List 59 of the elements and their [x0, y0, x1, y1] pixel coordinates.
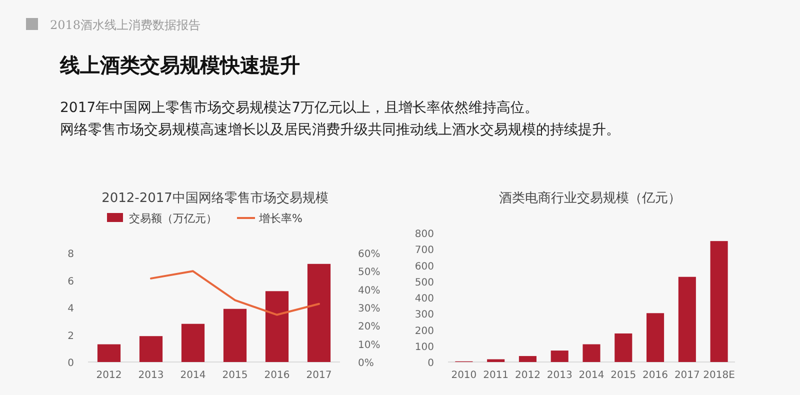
y2-tick-label: 0% [358, 358, 374, 369]
text: 2017年中国网上零售市场交易规模达7万亿元以上，且增长率依然维持高位。 [60, 100, 539, 116]
bar [710, 241, 728, 362]
text: 线上酒类交易规模快速提升 [59, 53, 300, 77]
y2-tick-label: 40% [358, 285, 380, 296]
y-tick-label: 0 [68, 358, 74, 369]
x-tick-label: 2012 [96, 370, 122, 381]
x-tick-label: 2017 [674, 370, 700, 381]
y-tick-label: 400 [414, 294, 434, 304]
y2-tick-label: 50% [358, 267, 380, 278]
y2-tick-label: 20% [358, 322, 380, 333]
line-series [150, 270, 320, 316]
bar [614, 333, 632, 362]
bar [518, 356, 536, 362]
y-tick-label: 4 [68, 304, 74, 314]
y-tick-label: 300 [414, 310, 434, 321]
chart-title: 2012-2017中国网络零售市场交易规模 [102, 190, 328, 206]
bar [265, 291, 289, 362]
y-tick-label: 0 [428, 358, 434, 369]
bar [139, 336, 163, 362]
x-tick-label: 2013 [546, 370, 572, 381]
y2-tick-label: 60% [358, 249, 380, 260]
bar [307, 264, 331, 362]
x-tick-label: 2012 [514, 370, 540, 381]
bar [678, 276, 696, 362]
x-tick-label: 2016 [642, 370, 668, 381]
y-tick-label: 600 [414, 261, 434, 272]
y-tick-label: 6 [68, 276, 74, 288]
x-tick-label: 2016 [264, 370, 290, 381]
y2-tick-label: 30% [358, 304, 380, 314]
bar [487, 359, 505, 362]
y-tick-label: 800 [414, 229, 434, 240]
bar [223, 308, 247, 362]
x-tick-label: 2013 [138, 370, 164, 381]
y2-tick-label: 10% [358, 340, 380, 351]
x-tick-label: 2014 [180, 370, 206, 381]
chart-title: 酒类电商行业交易规模（亿元） [499, 190, 681, 206]
legend-label: 交易额（万亿元） [129, 212, 217, 225]
y-tick-label: 100 [414, 342, 434, 353]
bar [550, 350, 568, 362]
x-tick-label: 2010 [451, 370, 477, 381]
bar [646, 313, 664, 362]
x-tick-label: 2018E [703, 370, 735, 381]
bar [97, 344, 121, 362]
x-tick-label: 2011 [483, 370, 509, 381]
text: 网络零售市场交易规模高速增长以及居民消费升级共同推动线上酒水交易规模的持续提升。 [60, 122, 620, 138]
x-tick-label: 2015 [222, 370, 248, 381]
y-tick-label: 500 [414, 277, 434, 288]
y-tick-label: 8 [68, 249, 74, 260]
bar [582, 344, 600, 362]
x-tick-label: 2014 [578, 370, 604, 381]
y-tick-label: 700 [414, 245, 434, 256]
bar [181, 324, 205, 362]
y-tick-label: 2 [68, 330, 74, 342]
text: 2018酒水线上消费数据报告 [50, 18, 201, 32]
y-tick-label: 200 [414, 326, 434, 337]
x-tick-label: 2015 [610, 370, 636, 381]
x-tick-label: 2017 [306, 370, 332, 381]
legend-label: 增长率% [258, 212, 302, 225]
